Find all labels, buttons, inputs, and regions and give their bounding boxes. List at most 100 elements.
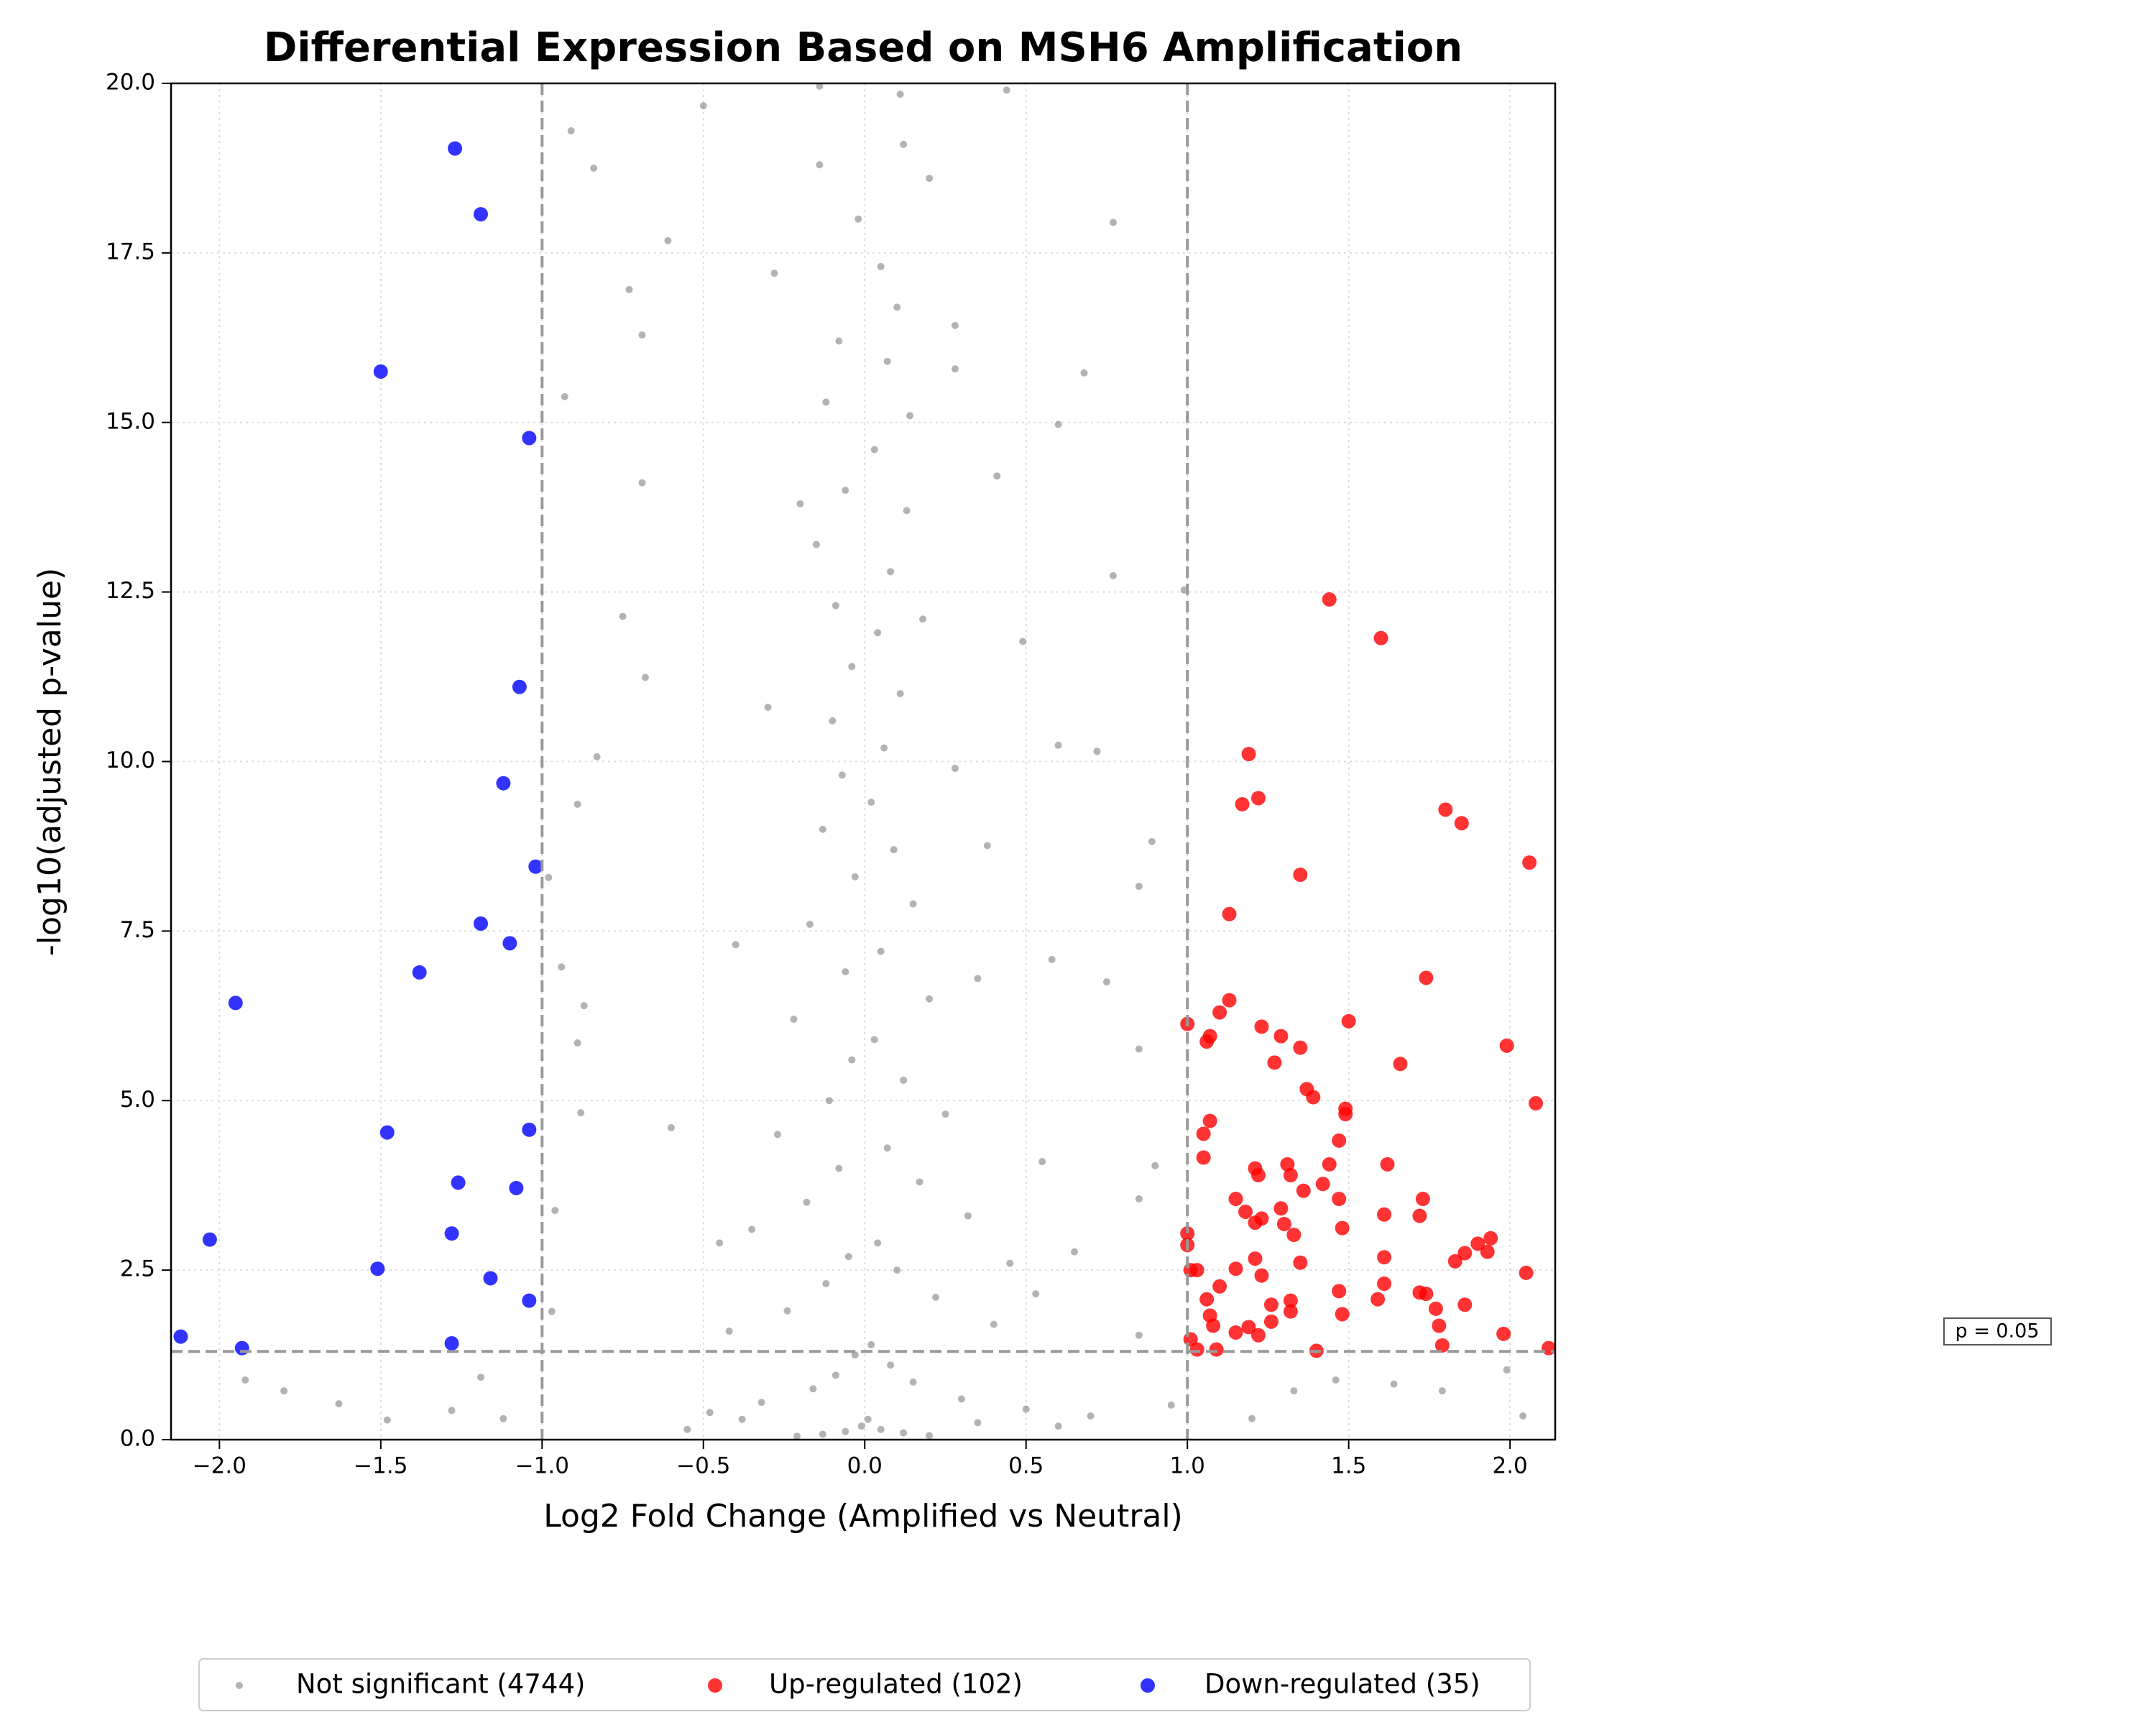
point [1290,1387,1298,1395]
point [831,602,839,610]
point [1135,883,1143,891]
point [1315,1177,1330,1192]
point [941,1110,949,1118]
point [1006,1259,1014,1267]
point [1209,1342,1224,1357]
point [842,967,849,975]
point [619,612,627,620]
point [638,331,646,339]
point [816,83,824,90]
axes-frame [170,82,1557,1441]
point [812,540,820,548]
point [1338,1107,1353,1122]
point [379,1125,395,1140]
point [1250,1168,1266,1183]
point [916,1178,923,1186]
point [1454,816,1469,831]
point [725,1328,733,1335]
point [373,364,388,379]
point [1250,791,1266,806]
point [1241,747,1256,762]
point [567,127,575,135]
point [496,776,511,791]
point [451,1175,466,1190]
point [835,337,843,345]
point [1370,1292,1386,1307]
point [1522,855,1537,870]
point [883,1144,891,1152]
x-tick-label: −2.0 [193,1453,247,1479]
legend-marker [708,1678,722,1693]
point [1054,741,1062,749]
point [1432,1318,1447,1333]
point [664,236,672,244]
point [706,1409,714,1417]
point [1335,1220,1350,1236]
point [738,1415,746,1423]
point [848,663,856,671]
point [848,1056,856,1064]
point [983,842,991,850]
point [1222,906,1237,921]
point [716,1239,724,1247]
point [1263,1297,1279,1312]
point [1254,1211,1269,1226]
point [793,1432,801,1440]
point [1003,86,1010,94]
point [926,175,934,183]
point [1032,1290,1040,1298]
point [234,1340,249,1356]
point [732,941,740,949]
point [1267,1055,1282,1070]
point [951,764,959,772]
point [1248,1251,1263,1266]
point [803,1198,811,1206]
point [448,141,463,156]
point [1483,1230,1498,1246]
point [1038,1158,1046,1166]
point [874,629,882,637]
point [1273,1201,1289,1216]
point [444,1336,459,1351]
point [974,975,982,983]
point [545,873,553,881]
point [1238,1204,1253,1219]
point [1054,1422,1062,1430]
point [844,1253,852,1261]
x-tick-label: 2.0 [1492,1453,1527,1479]
point [1189,1342,1204,1357]
point [1228,1192,1243,1207]
point [412,965,427,980]
point [1373,630,1388,645]
point [444,1226,459,1241]
point [1189,1263,1204,1278]
point [1412,1208,1427,1223]
point [877,1425,885,1433]
point [548,1307,556,1315]
point [699,102,707,110]
point [1019,638,1027,645]
plot-area [173,83,1555,1440]
y-tick-label: 0.0 [120,1426,155,1452]
point [893,1266,901,1274]
point [241,1376,249,1384]
point [1519,1265,1534,1280]
point [1228,1325,1243,1340]
point [1167,1401,1175,1409]
point [1496,1326,1511,1341]
point [1283,1168,1298,1183]
point [512,679,527,694]
point [1428,1301,1443,1316]
legend-marker [1141,1678,1155,1693]
point [774,1131,782,1138]
point [842,487,849,494]
point [1196,1150,1211,1165]
point [476,1374,484,1381]
point [1054,420,1062,428]
point [851,873,859,880]
x-tick-label: 0.5 [1008,1453,1044,1479]
point [809,1385,817,1393]
point [877,947,885,955]
point [1332,1192,1347,1207]
point [1080,369,1088,377]
